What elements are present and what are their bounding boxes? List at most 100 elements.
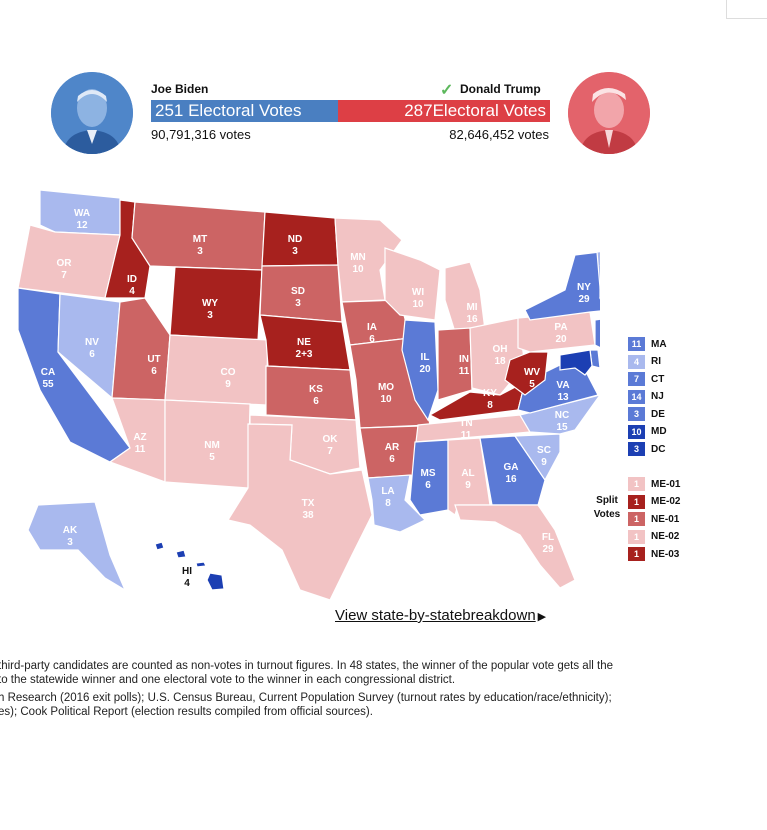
state-ev-WI: 10 <box>412 299 424 310</box>
state-ev-AZ: 11 <box>135 444 146 455</box>
winner-check-icon: ✓ <box>440 82 454 99</box>
split-district-label: ME-02 <box>651 496 681 507</box>
footnote-line-4: es); Cook Political Report (election res… <box>0 706 373 718</box>
state-label-HI: HI <box>182 566 192 577</box>
state-label-OR: OR <box>57 258 73 269</box>
state-ev-NM: 5 <box>209 452 215 463</box>
legend-ev-box: 14 <box>628 389 645 404</box>
state-MS <box>409 439 449 516</box>
state-label-NY: NY <box>577 282 591 293</box>
state-ev-PA: 20 <box>555 334 567 345</box>
state-HI-4 <box>206 572 225 591</box>
state-ev-GA: 16 <box>505 474 517 485</box>
state-IL <box>401 319 439 422</box>
state-label-PA: PA <box>554 322 567 333</box>
state-ev-AL: 9 <box>465 480 471 491</box>
state-ev-WA: 12 <box>76 220 88 231</box>
legend-state-label: MD <box>651 426 667 437</box>
state-IN <box>437 327 473 401</box>
legend-row-DC: 3 DC <box>628 442 665 456</box>
state-label-CA: CA <box>41 367 55 378</box>
state-ev-NY: 29 <box>578 294 590 305</box>
state-label-MI: MI <box>466 302 477 313</box>
state-MN <box>334 217 403 303</box>
state-HI-1 <box>154 541 165 551</box>
split-row-NE-01: 1 NE-01 <box>628 512 679 526</box>
biden-electoral-bar: 251 Electoral Votes <box>151 100 338 122</box>
split-row-NE-02: 1 NE-02 <box>628 529 679 544</box>
state-ev-OK: 7 <box>327 446 333 457</box>
legend-state-label: RI <box>651 356 661 367</box>
legend-state-label: NJ <box>651 391 664 402</box>
state-label-SC: SC <box>537 445 551 456</box>
state-label-MS: MS <box>421 468 436 479</box>
footnote-line-3: h Research (2016 exit polls); U.S. Censu… <box>0 692 612 704</box>
state-label-AZ: AZ <box>133 432 146 443</box>
state-label-VA: VA <box>556 380 569 391</box>
state-label-ND: ND <box>288 234 302 245</box>
legend-row-MA: 11 MA <box>628 337 667 351</box>
state-SC <box>513 433 561 482</box>
state-breakdown-link[interactable]: View state-by-statebreakdown ▶ <box>335 607 546 624</box>
state-ev-NE: 2+3 <box>296 349 313 360</box>
split-votes-title: Split Votes <box>593 495 621 520</box>
state-label-IL: IL <box>421 352 430 363</box>
legend-ev-box: 3 <box>628 442 645 456</box>
legend-state-label: MA <box>651 338 667 350</box>
state-ev-WV: 5 <box>529 379 535 390</box>
state-label-MO: MO <box>378 382 394 393</box>
state-ev-IN: 11 <box>459 366 470 377</box>
state-label-OH: OH <box>493 344 508 355</box>
split-row-ME-01: 1 ME-01 <box>628 477 680 491</box>
legend-ev-box: 7 <box>628 372 645 386</box>
state-breakdown-link-text[interactable]: View state-by-statebreakdown <box>335 607 536 624</box>
state-ev-SC: 9 <box>541 457 547 468</box>
legend-row-NJ: 14 NJ <box>628 389 664 404</box>
state-label-TX: TX <box>302 498 315 509</box>
trump-portrait <box>568 72 650 154</box>
arrow-right-icon: ▶ <box>537 611 547 623</box>
split-ev-box: 1 <box>628 512 645 526</box>
state-label-MN: MN <box>350 252 366 263</box>
state-label-GA: GA <box>504 462 519 473</box>
state-CO <box>164 334 269 406</box>
state-label-AR: AR <box>385 442 400 453</box>
legend-ev-box: 11 <box>628 337 645 351</box>
state-ev-MN: 10 <box>352 264 364 275</box>
state-label-NC: NC <box>555 410 569 421</box>
electoral-map: WA12OR7CA55NV6ID4MT3WY3UT6AZ11CO9NM5ND3S… <box>17 189 600 601</box>
legend-state-label: DE <box>651 408 665 420</box>
state-ev-MS: 6 <box>425 480 431 491</box>
legend-row-MD: 10 MD <box>628 424 667 439</box>
biden-portrait <box>51 72 133 154</box>
biden-name: Joe Biden <box>151 82 209 96</box>
state-AK <box>27 501 127 592</box>
state-ev-CA: 55 <box>42 379 54 390</box>
state-VT <box>596 251 600 289</box>
state-label-KY: KY <box>483 388 497 399</box>
state-ev-OH: 18 <box>494 356 506 367</box>
state-ev-MT: 3 <box>197 246 203 257</box>
state-label-MT: MT <box>193 234 207 245</box>
state-ev-AK: 3 <box>67 537 73 548</box>
state-label-WY: WY <box>202 298 218 309</box>
state-ev-TX: 38 <box>302 510 314 521</box>
state-ev-TN: 11 <box>461 430 472 441</box>
legend-row-DE: 3 DE <box>628 407 665 421</box>
state-ev-HI: 4 <box>184 578 190 589</box>
trump-ev-number: 287 <box>404 101 433 120</box>
footnote-line-1: third-party candidates are counted as no… <box>0 660 613 672</box>
split-district-label: NE-01 <box>651 513 680 525</box>
state-GA <box>479 435 546 506</box>
legend-state-label: DC <box>651 443 666 455</box>
state-NY <box>524 251 600 321</box>
state-NJ <box>594 318 600 349</box>
state-ev-IA: 6 <box>369 334 375 345</box>
state-ev-CO: 9 <box>225 379 231 390</box>
state-label-AK: AK <box>63 525 78 536</box>
state-ev-ID: 4 <box>129 286 135 297</box>
split-ev-box: 1 <box>628 477 645 491</box>
state-ev-SD: 3 <box>295 298 301 309</box>
state-UT <box>111 297 171 401</box>
state-label-NE: NE <box>297 337 311 348</box>
